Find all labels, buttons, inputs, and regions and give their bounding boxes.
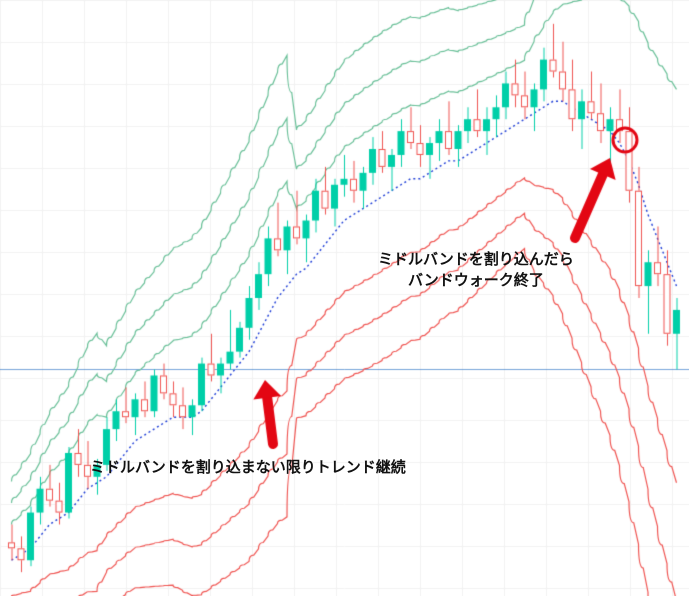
annotation-bandwalk-end-l2: バンドウォーク終了 — [408, 272, 544, 289]
annotation-bandwalk-end: ミドルバンドを割り込んだら バンドウォーク終了 — [378, 248, 574, 290]
price-chart-canvas — [0, 0, 689, 596]
annotation-trend-continue: ミドルバンドを割り込まない限りトレンド継続 — [90, 456, 406, 477]
annotation-trend-continue-text: ミドルバンドを割り込まない限りトレンド継続 — [90, 459, 406, 476]
annotation-bandwalk-end-l1: ミドルバンドを割り込んだら — [378, 251, 574, 268]
